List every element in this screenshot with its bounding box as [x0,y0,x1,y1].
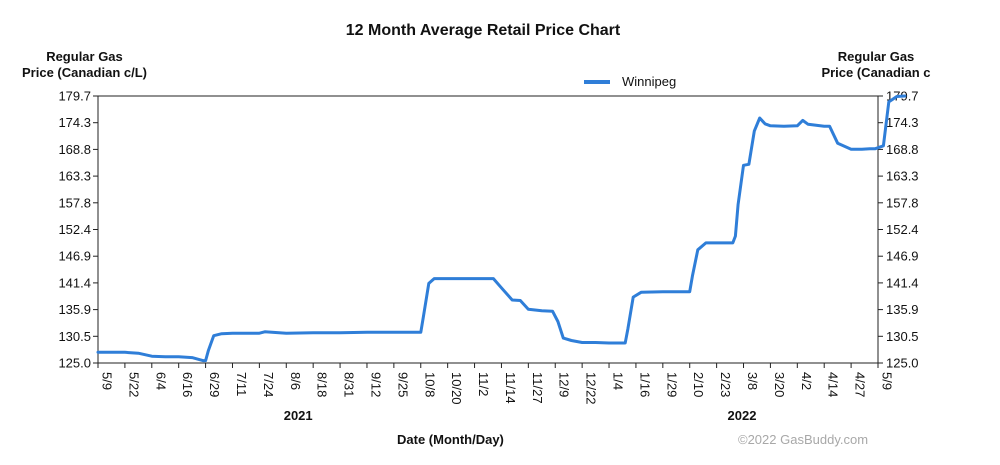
y-ticks-right: 179.7174.3168.8163.3157.8152.4146.9141.4… [878,89,919,371]
legend-label-winnipeg: Winnipeg [622,74,677,89]
x-tick-label: 2/10 [691,372,706,397]
x-tick-label: 4/2 [799,372,814,390]
y-tick-label-left: 141.4 [58,275,91,290]
year-label-2021: 2021 [283,408,313,423]
plot-area-frame [97,95,879,364]
chart-legend: Winnipeg [584,74,676,89]
x-tick-label: 4/14 [826,372,841,397]
x-tick-label: 9/25 [395,372,410,397]
x-tick-label: 8/18 [315,372,330,397]
x-tick-label: 2/23 [718,372,733,397]
x-tick-label: 11/14 [503,372,518,404]
x-tick-label: 11/27 [530,372,545,404]
x-tick-label: 5/22 [126,372,141,397]
y-axis-label-right: Regular Gas Price (Canadian c [810,49,942,81]
x-tick-label: 1/29 [664,372,679,397]
y-tick-label-left: 152.4 [58,222,91,237]
y-tick-label-right: 146.9 [886,249,919,264]
y-axis-label-right-line2: Price (Canadian c [821,65,931,80]
y-tick-label-right: 174.3 [886,115,919,130]
y-tick-label-right: 157.8 [886,195,919,210]
y-tick-label-right: 125.0 [886,356,919,371]
x-tick-label: 7/24 [261,372,276,397]
y-tick-label-left: 146.9 [58,249,91,264]
x-tick-label: 8/31 [342,372,357,397]
y-tick-label-right: 163.3 [886,169,919,184]
x-tick-label: 6/4 [153,372,168,390]
x-tick-label: 1/4 [611,372,626,390]
y-tick-label-left: 157.8 [58,195,91,210]
y-tick-label-left: 130.5 [58,329,91,344]
x-tick-label: 8/6 [288,372,303,390]
y-tick-label-right: 130.5 [886,329,919,344]
series-line-winnipeg [96,94,907,363]
x-tick-label: 3/20 [772,372,787,397]
x-tick-label: 10/20 [449,372,464,405]
y-tick-label-left: 125.0 [58,356,91,371]
x-tick-label: 9/12 [368,372,383,397]
year-label-2022: 2022 [727,408,757,423]
y-axis-label-left-line1: Regular Gas [46,49,123,64]
y-tick-label-left: 135.9 [58,302,91,317]
x-tick-label: 5/9 [100,372,115,390]
x-tick-label: 10/8 [422,372,437,397]
x-tick-label: 12/22 [584,372,599,405]
x-tick-label: 5/9 [880,372,895,390]
x-ticks: 5/9 5/22 6/4 6/16 6/29 7/11 7/24 8/6 8/18 8/31 9/1… [97,363,895,405]
y-axis-label-left: Regular Gas Price (Canadian c/L) [22,49,147,81]
x-tick-label: 4/27 [853,372,868,397]
legend-swatch-winnipeg [584,79,610,84]
y-tick-label-left: 174.3 [58,115,91,130]
x-tick-label: 11/2 [476,372,491,396]
y-axis-label-left-line2: Price (Canadian c/L) [22,65,147,80]
y-tick-label-left: 179.7 [58,89,91,104]
y-tick-label-left: 168.8 [58,142,91,157]
x-tick-label: 12/9 [557,372,572,397]
y-tick-label-left: 163.3 [58,169,91,184]
y-axis-label-right-line1: Regular Gas [837,49,915,64]
x-axis-label: Date (Month/Day) [397,432,504,447]
x-tick-label: 3/8 [745,372,760,390]
y-tick-label-right: 135.9 [886,302,919,317]
x-tick-label: 6/16 [180,372,195,397]
y-tick-label-right: 168.8 [886,142,919,157]
y-tick-label-right: 152.4 [886,222,919,237]
x-tick-label: 6/29 [207,372,222,397]
y-tick-label-right: 141.4 [886,275,919,290]
series-layer [96,94,907,363]
credit-text: ©2022 GasBuddy.com [738,432,869,447]
x-tick-label: 1/16 [637,372,652,397]
y-ticks-left: 179.7 174.3 168.8 163.3 157.8 152.4 146.9 141.4… [58,89,98,371]
x-tick-label: 7/11 [234,372,249,396]
chart-title: 12 Month Average Retail Price Chart [345,22,621,39]
